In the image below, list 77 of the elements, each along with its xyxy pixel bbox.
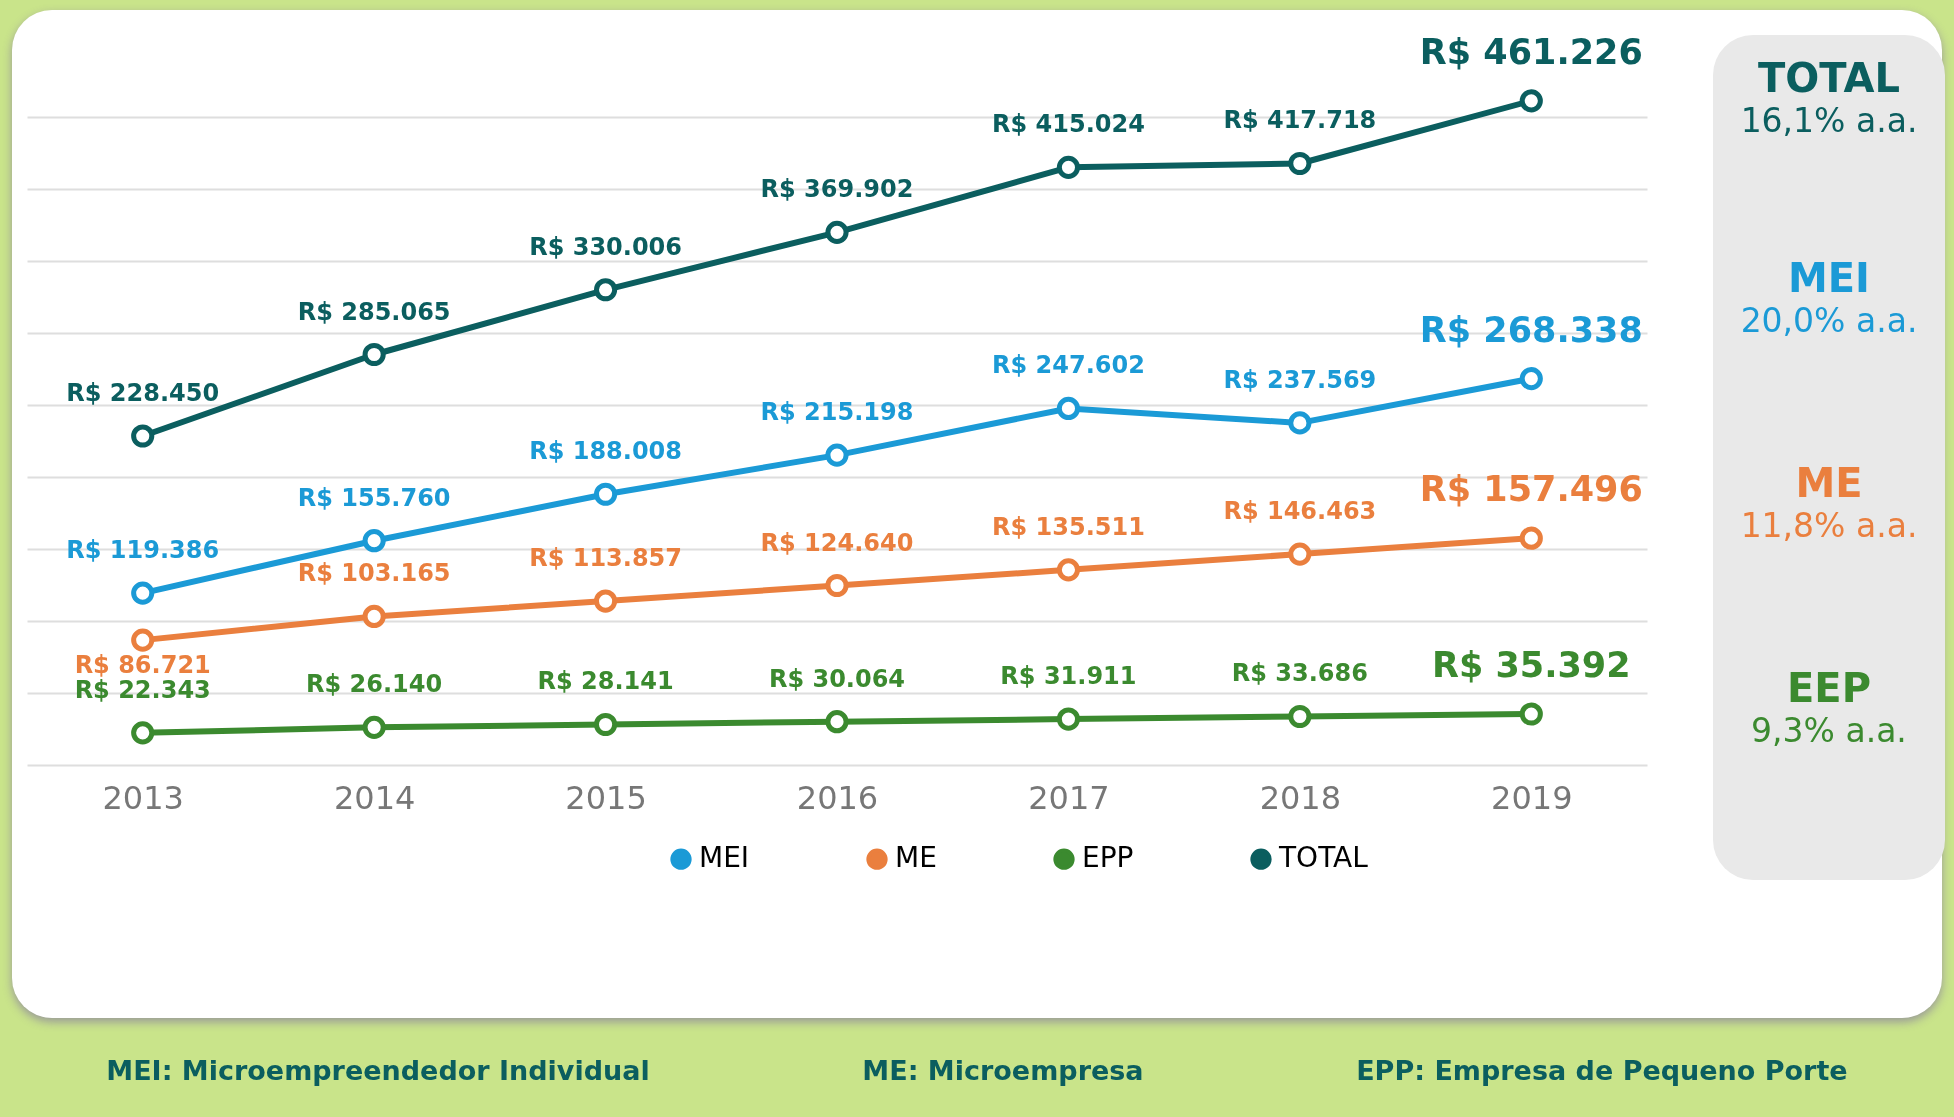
text: MEI: Microempreendedor Individual <box>106 1055 650 1086</box>
legend-label: EPP <box>1082 841 1134 875</box>
data-label: R$ 188.008 <box>529 437 682 466</box>
text: 20,0% a.a. <box>1739 301 1919 340</box>
data-label: R$ 157.496 <box>1419 469 1643 510</box>
data-label: R$ 285.065 <box>297 297 451 326</box>
point <box>1288 411 1312 435</box>
x-tick-label: 2019 <box>1491 778 1573 817</box>
point <box>825 220 849 244</box>
text: EPP: Empresa de Pequeno Porte <box>1356 1055 1848 1086</box>
point <box>1519 89 1543 113</box>
point <box>131 628 155 652</box>
data-label: R$ 146.463 <box>1223 497 1377 526</box>
data-label: R$ 113.857 <box>529 544 682 573</box>
legend-label: TOTAL <box>1278 841 1369 875</box>
data-label: R$ 26.140 <box>306 670 443 699</box>
data-label: R$ 35.392 <box>1432 645 1631 686</box>
text: 9,3% a.a. <box>1750 711 1908 750</box>
data-label: R$ 103.165 <box>297 559 451 588</box>
point <box>825 573 849 598</box>
data-label: R$ 30.064 <box>768 664 906 693</box>
data-label: R$ 228.450 <box>66 379 220 408</box>
data-label: R$ 135.511 <box>992 512 1145 541</box>
point <box>825 443 849 467</box>
legend-label: ME <box>895 841 937 875</box>
point <box>1519 526 1543 550</box>
text: TOTAL <box>1757 55 1901 101</box>
point <box>825 710 849 734</box>
point <box>362 715 386 739</box>
point <box>1519 702 1543 726</box>
point <box>1288 542 1312 566</box>
point <box>131 721 155 745</box>
point <box>1288 151 1312 176</box>
point <box>131 581 155 605</box>
point <box>1056 707 1081 731</box>
point <box>362 604 386 629</box>
data-label: R$ 330.006 <box>529 232 682 261</box>
point <box>1056 558 1081 582</box>
data-label: R$ 215.198 <box>760 398 914 427</box>
text: EEP <box>1786 665 1872 711</box>
text: MEI <box>1787 255 1871 301</box>
text: ME <box>1794 460 1864 506</box>
data-label: R$ 33.686 <box>1231 659 1368 688</box>
x-tick-label: 2015 <box>565 778 647 817</box>
data-label: R$ 31.911 <box>1000 662 1137 691</box>
data-label: R$ 417.718 <box>1223 106 1377 135</box>
data-label: R$ 268.338 <box>1419 309 1643 350</box>
x-tick-label: 2013 <box>102 778 184 817</box>
data-label: R$ 119.386 <box>66 536 220 565</box>
point <box>593 278 618 302</box>
point <box>1519 367 1543 391</box>
point <box>1056 396 1081 421</box>
text: 16,1% a.a. <box>1739 101 1919 140</box>
data-label: R$ 155.760 <box>297 483 451 512</box>
data-label: R$ 124.640 <box>760 528 914 557</box>
x-tick-label: 2016 <box>796 778 879 817</box>
x-tick-label: 2018 <box>1259 778 1342 817</box>
point <box>362 342 386 367</box>
point <box>362 529 386 553</box>
point <box>593 589 618 613</box>
point <box>1056 155 1081 179</box>
text: ME: Microempresa <box>862 1055 1144 1086</box>
data-label: R$ 247.602 <box>992 351 1145 380</box>
data-label: R$ 86.721 <box>74 651 211 680</box>
legend-label: MEI <box>699 841 750 875</box>
point <box>1288 704 1312 729</box>
x-tick-label: 2014 <box>333 778 416 817</box>
data-label: R$ 461.226 <box>1419 31 1643 72</box>
x-tick-label: 2017 <box>1028 778 1110 817</box>
data-label: R$ 415.024 <box>992 110 1145 139</box>
point <box>131 424 155 448</box>
point <box>593 712 618 737</box>
data-label: R$ 237.569 <box>1223 365 1377 394</box>
data-label: R$ 28.141 <box>537 667 674 696</box>
point <box>593 482 618 506</box>
text: 11,8% a.a. <box>1739 506 1919 545</box>
data-label: R$ 369.902 <box>760 175 914 204</box>
